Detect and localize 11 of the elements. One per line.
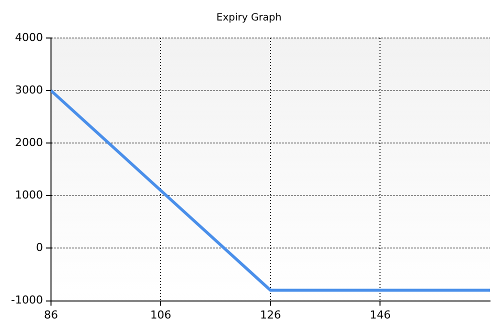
y-tick-label: 3000 [14,83,43,96]
y-tick-label: -1000 [10,294,43,307]
x-tick-label: 106 [150,308,172,322]
y-tick-label: 1000 [14,188,43,202]
chart-title: Expiry Graph [216,12,282,24]
y-tick-label: 0 [36,241,43,254]
x-tick-label: 86 [44,308,58,322]
y-tick-label: 4000 [14,30,43,44]
y-tick-label: 2000 [14,136,43,149]
x-tick-label: 146 [370,308,391,322]
x-tick-label: 126 [260,308,281,322]
